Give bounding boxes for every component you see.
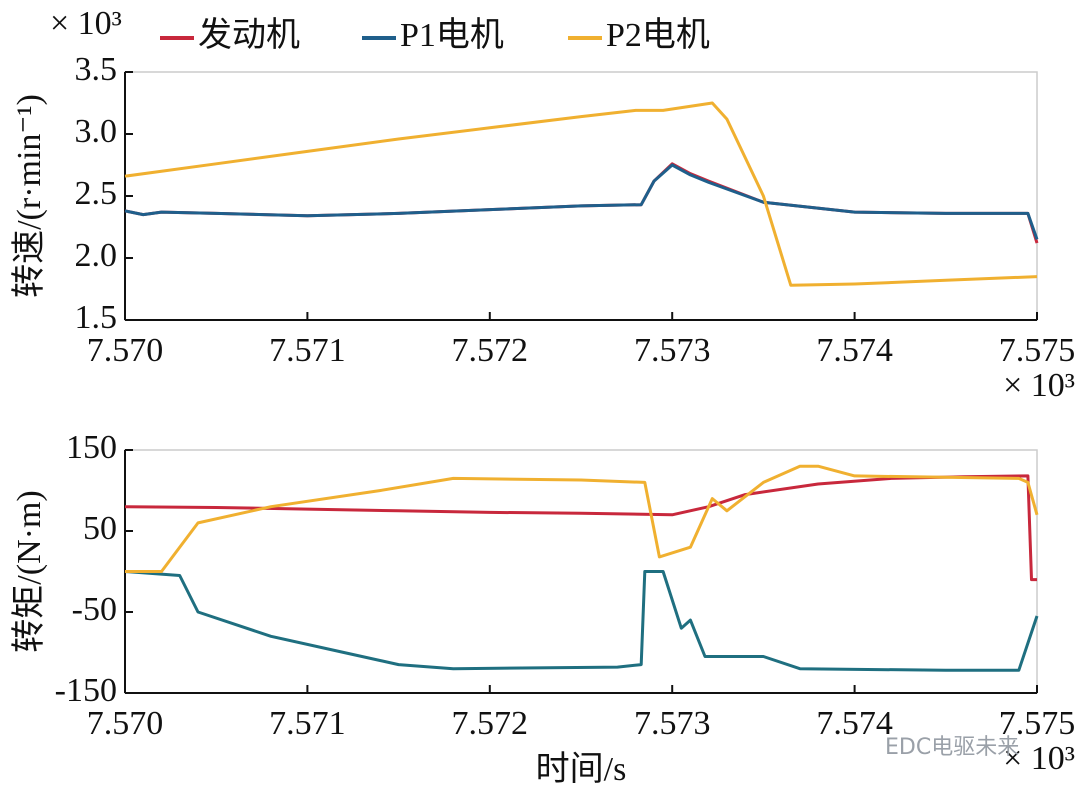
plot-frame [124,449,1038,694]
y-tick-label: 1.5 [75,299,118,336]
x-tick-label: 7.574 [816,705,893,742]
x-tick-label: 7.575 [999,705,1076,742]
legend-label: P1电机 [400,16,504,54]
x-tick-label: 7.575 [999,332,1076,369]
series-line [124,474,1037,582]
legend-label: P2电机 [606,16,710,54]
x-tick-label: 7.571 [269,332,346,369]
y-tick-label: 150 [66,429,117,466]
x-tick-label: 7.570 [87,705,164,742]
y-tick-label: 3.5 [75,51,118,88]
x-tick-label: 7.574 [816,332,893,369]
y-axis-label: 转矩/(N·m) [10,490,48,652]
x-tick-label: 7.571 [269,705,346,742]
x-tick-label: 7.570 [87,332,164,369]
y-tick-label: -50 [72,591,117,628]
series-line [124,162,1039,244]
x-multiplier: × 10³ [1003,740,1075,777]
x-tick-label: 7.572 [452,332,529,369]
y-tick-label: 2.5 [75,175,118,212]
legend-label: 发动机 [198,16,300,54]
series-line [124,570,1039,672]
x-multiplier: × 10³ [1003,367,1075,404]
x-tick-label: 7.573 [634,332,711,369]
y-axis-label: 转速/(r·min⁻¹) [10,94,48,298]
y-multiplier: × 10³ [50,5,122,42]
x-axis-label: 时间/s [536,751,627,788]
x-tick-label: 7.572 [452,705,529,742]
y-tick-label: 3.0 [75,113,118,150]
series-line [125,464,1039,573]
y-tick-label: -150 [55,672,117,709]
series-line [124,163,1039,240]
y-tick-label: 50 [83,510,117,547]
watermark: EDC电驱未来 [885,735,1019,760]
y-tick-label: 2.0 [75,237,118,274]
x-tick-label: 7.573 [634,705,711,742]
series-line [124,101,1038,287]
